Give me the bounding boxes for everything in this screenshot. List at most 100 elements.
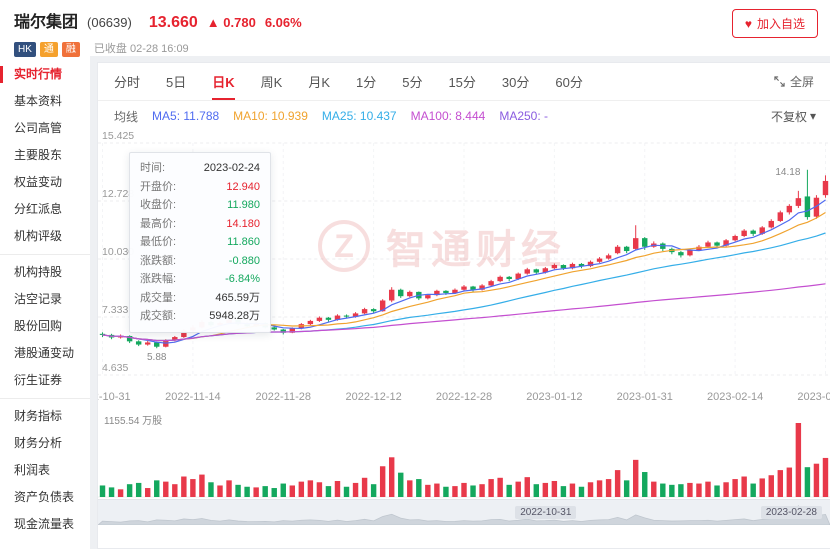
adjust-type-dropdown[interactable]: 不复权 ▾: [771, 108, 816, 125]
expand-icon: [774, 76, 785, 87]
stock-code: (06639): [87, 15, 132, 30]
tooltip-row: 时间: 2023-02-24: [140, 159, 260, 178]
x-axis-tick-label: 2022-11-28: [255, 391, 311, 403]
svg-text:7.333: 7.333: [102, 304, 128, 316]
ma-value-list: MA5: 11.788 MA10: 10.939 MA25: 10.437 MA100…: [152, 109, 548, 123]
tooltip-row-value: 11.860: [227, 236, 260, 248]
tab-日K[interactable]: 日K: [212, 63, 236, 100]
price-change: ▲ 0.780: [207, 15, 256, 30]
chart-panel: 分时 5日 日K 周K 月K 1分 5分 15分 30分 60分 全屏 均线 MA5: 11.78…: [97, 62, 830, 549]
x-axis-tick-label: 2022-11-14: [165, 391, 221, 403]
tab-5日[interactable]: 5日: [166, 75, 187, 90]
svg-text:4.635: 4.635: [102, 362, 128, 374]
volume-chart[interactable]: 1155.54 万股: [98, 409, 830, 499]
sidebar-item[interactable]: 基本资料: [14, 94, 63, 108]
sidebar-item[interactable]: 公司高管: [14, 121, 63, 135]
ma-value-label: MA5: 11.788: [152, 109, 220, 123]
last-price: 13.660: [148, 14, 198, 31]
tooltip-row: 成交额: 5948.28万: [140, 307, 260, 326]
sidebar-item[interactable]: 财务分析: [14, 436, 63, 450]
datazoom-slider[interactable]: 2022-10-31 2023-02-28: [98, 499, 830, 525]
tab-1分[interactable]: 1分: [355, 75, 377, 90]
tooltip-row-label: 涨跌额:: [140, 254, 177, 267]
datazoom-start-date: 2022-10-31: [515, 506, 577, 519]
ma-value-label: MA250: -: [499, 109, 549, 123]
tooltip-row-label: 成交额:: [140, 310, 177, 322]
svg-text:15.425: 15.425: [102, 131, 134, 142]
heart-icon: ♥: [744, 16, 752, 31]
add-to-watchlist-label: 加入自选: [756, 17, 805, 31]
market-badge: 通: [39, 42, 58, 57]
ma-value-label: MA100: 8.444: [410, 109, 486, 123]
x-axis-tick-label: 2023-02-28: [797, 391, 830, 403]
tab-5分[interactable]: 5分: [402, 75, 423, 90]
market-badges: HK 通融: [14, 39, 84, 57]
tooltip-row-value: 2023-02-24: [203, 162, 260, 174]
sidebar-divider: [0, 254, 90, 255]
sidebar-item[interactable]: 衍生证券: [14, 373, 63, 387]
price-change-pct: 6.06%: [264, 15, 302, 30]
market-status: 已收盘 02-28 16:09: [93, 43, 189, 55]
price-change-value: 0.780: [223, 15, 256, 30]
chevron-down-icon: ▾: [809, 109, 816, 123]
tooltip-row: 涨跌额: -0.880: [140, 252, 260, 271]
candlestick-chart[interactable]: 15.425 12.728 10.030 7.333 4.635 5.88 14.18 Z …: [98, 131, 830, 387]
candle-tooltip: 时间: 2023-02-24 开盘价: 12.940 收盘价: 11.980 最高价: 14.…: [129, 152, 271, 333]
tab-月K[interactable]: 月K: [308, 75, 330, 90]
tooltip-row-label: 涨跌幅:: [140, 273, 177, 285]
sidebar-divider: [0, 398, 90, 399]
sidebar-item[interactable]: 主要股东: [14, 148, 63, 162]
sidebar-item[interactable]: 分红派息: [14, 202, 63, 216]
stock-name: 瑞尔集团: [14, 14, 79, 31]
ma-value-label: MA25: 10.437: [321, 109, 397, 123]
sidebar-item[interactable]: 现金流量表: [14, 517, 75, 531]
datazoom-preview-svg: [98, 505, 830, 525]
fullscreen-button[interactable]: 全屏: [774, 63, 814, 100]
sidebar-item[interactable]: 沽空记录: [14, 292, 63, 306]
x-axis-labels: 2022-10-31 2022-11-14 2022-11-28 2022-12-12…: [98, 387, 830, 409]
market-badge: 融: [61, 42, 80, 57]
tooltip-row-label: 最高价:: [140, 217, 177, 230]
tab-15分[interactable]: 15分: [448, 75, 476, 90]
svg-text:12.728: 12.728: [102, 188, 134, 200]
sidebar-item[interactable]: 机构持股: [14, 265, 63, 279]
datazoom-end-date: 2023-02-28: [760, 506, 822, 519]
tab-周K[interactable]: 周K: [260, 75, 283, 90]
tab-60分[interactable]: 60分: [555, 75, 583, 90]
x-axis-tick-label: 2023-01-12: [526, 391, 583, 403]
period-tabs: 分时 5日 日K 周K 月K 1分 5分 15分 30分 60分 全屏: [98, 63, 830, 101]
sidebar-nav: 实时行情基本资料公司高管主要股东权益变动分红派息机构评级机构持股沽空记录股份回购…: [0, 56, 90, 549]
tab-30分[interactable]: 30分: [501, 75, 530, 90]
ma-prefix-label: 均线: [114, 109, 139, 124]
volume-axis-max-label: 1155.54 万股: [104, 416, 163, 427]
tooltip-row: 涨跌幅: -6.84%: [140, 270, 260, 289]
sidebar-item[interactable]: 权益变动: [14, 175, 63, 189]
x-axis-tick-label: 2023-02-14: [706, 391, 764, 403]
sidebar-item[interactable]: 财务指标: [14, 409, 63, 423]
tooltip-row-value: -0.880: [228, 254, 260, 267]
x-axis-tick-label: 2022-10-31: [98, 391, 131, 403]
x-axis-tick-label: 2023-01-31: [616, 391, 673, 403]
badge-row: HK 通融 已收盘 02-28 16:09: [14, 39, 818, 57]
tooltip-row-value: 12.940: [226, 180, 260, 193]
tooltip-row: 最低价: 11.860: [140, 233, 260, 252]
tooltip-row-label: 开盘价:: [140, 180, 177, 193]
svg-text:14.18: 14.18: [775, 167, 800, 178]
sidebar-item[interactable]: 利润表: [14, 463, 51, 477]
tooltip-row: 收盘价: 11.980: [140, 196, 260, 215]
tooltip-row-label: 成交量:: [140, 291, 177, 304]
tooltip-row-value: 14.180: [226, 217, 260, 230]
tooltip-row-value: 11.980: [227, 199, 260, 211]
tab-分时[interactable]: 分时: [114, 75, 141, 90]
tooltip-row-value: -6.84%: [225, 273, 260, 285]
stock-header: 瑞尔集团 (06639) 13.660 ▲ 0.780 6.06% ♥ 加入自选…: [0, 0, 830, 57]
tooltip-row: 开盘价: 12.940: [140, 178, 260, 197]
sidebar-item[interactable]: 股份回购: [14, 319, 63, 333]
sidebar-item[interactable]: 实时行情: [0, 61, 90, 88]
market-badge: HK: [14, 42, 36, 57]
add-to-watchlist-button[interactable]: ♥ 加入自选: [731, 9, 818, 38]
sidebar-item[interactable]: 港股通变动: [14, 346, 75, 360]
sidebar-item[interactable]: 资产负债表: [14, 490, 75, 504]
sidebar-item[interactable]: 机构评级: [14, 229, 63, 243]
volume-chart-svg: [98, 423, 830, 498]
